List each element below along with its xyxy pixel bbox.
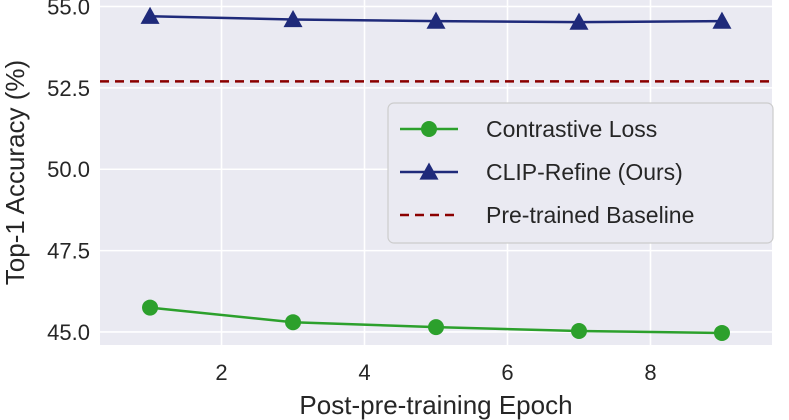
legend-label-contrastive-loss: Contrastive Loss bbox=[486, 116, 657, 142]
y-tick-label: 52.5 bbox=[47, 76, 90, 101]
x-tick-label: 2 bbox=[215, 360, 227, 385]
legend-label-baseline: Pre-trained Baseline bbox=[486, 202, 694, 228]
data-point bbox=[140, 6, 160, 24]
x-tick-label: 4 bbox=[358, 360, 370, 385]
data-point bbox=[569, 12, 589, 30]
data-point bbox=[142, 299, 159, 316]
series-clip-refine-ours bbox=[140, 6, 732, 30]
legend-box bbox=[387, 102, 774, 244]
data-point bbox=[713, 324, 730, 341]
legend: Contrastive Loss CLIP-Refine (Ours) Pre-… bbox=[387, 102, 774, 244]
series-layer bbox=[140, 6, 732, 341]
y-tick-label: 50.0 bbox=[47, 157, 90, 182]
legend-item-contrastive-loss: Contrastive Loss bbox=[400, 116, 657, 142]
data-point bbox=[570, 323, 587, 340]
tick-labels: 2 4 6 8 45.0 47.5 50.0 52.5 55.0 bbox=[47, 0, 656, 385]
y-axis-label: Top-1 Accuracy (%) bbox=[0, 60, 30, 285]
data-point bbox=[712, 11, 732, 29]
legend-marker-circle bbox=[421, 121, 437, 137]
y-tick-label: 45.0 bbox=[47, 320, 90, 345]
data-point bbox=[428, 319, 444, 336]
x-tick-label: 6 bbox=[501, 360, 513, 385]
series-contrastive-loss bbox=[142, 299, 730, 341]
legend-item-clip-refine: CLIP-Refine (Ours) bbox=[400, 159, 683, 185]
x-axis-label: Post-pre-training Epoch bbox=[299, 390, 572, 420]
x-tick-label: 8 bbox=[644, 360, 656, 385]
data-point bbox=[285, 314, 302, 331]
legend-marker-triangle bbox=[419, 162, 439, 180]
data-point bbox=[426, 11, 446, 29]
legend-item-baseline: Pre-trained Baseline bbox=[400, 202, 694, 228]
y-tick-label: 47.5 bbox=[47, 239, 90, 264]
legend-label-clip-refine: CLIP-Refine (Ours) bbox=[486, 159, 683, 185]
y-tick-label: 55.0 bbox=[47, 0, 90, 20]
data-point bbox=[283, 10, 303, 28]
